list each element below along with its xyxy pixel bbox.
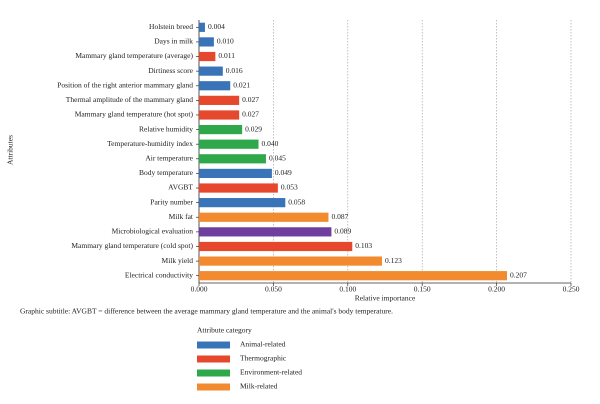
bar [199,37,214,47]
value-label: 0.021 [233,80,250,89]
value-label: 0.027 [242,95,259,104]
x-tick-label: 0.100 [339,285,356,294]
bar [199,51,216,62]
bar [199,95,240,105]
bar [199,124,243,135]
value-label: 0.045 [269,154,286,163]
value-label: 0.011 [218,51,235,60]
bar [199,22,205,32]
y-tick-label: AVGBT [168,183,193,192]
bar [199,227,332,237]
y-tick-label: Mammary gland temperature (cold spot) [71,241,193,250]
y-tick-label: Mammary gland temperature (hot spot) [75,110,194,119]
bar [199,154,266,164]
y-tick-label: Microbiological evaluation [112,227,194,236]
x-axis-label: Relative importance [355,294,416,303]
y-tick-label: Relative humidity [139,124,193,133]
y-tick-label: Air temperature [145,154,193,163]
value-label: 0.010 [217,37,234,46]
bar [199,212,329,222]
bar [199,241,353,252]
x-tick-label: 0.250 [563,285,580,294]
legend-label: Milk-related [240,382,278,391]
y-tick-label: Parity number [150,197,193,206]
y-tick-label: Thermal amplitude of the mammary gland [66,95,194,104]
bar [199,183,278,193]
y-tick-label: Days in milk [154,37,193,46]
y-tick-label: Milk fat [169,212,194,221]
bar [199,168,272,179]
y-tick-label: Holstein breed [149,22,193,31]
x-tick-label: 0.000 [191,285,208,294]
value-label: 0.049 [275,168,292,177]
value-label: 0.027 [242,110,259,119]
value-label: 0.089 [334,227,351,236]
value-label: 0.016 [226,66,243,75]
x-tick-label: 0.050 [265,285,282,294]
x-tick-label: 0.200 [488,285,505,294]
legend-label: Thermographic [240,354,287,363]
y-tick-label: Body temperature [139,168,194,177]
y-tick-label: Position of the right anterior mammary g… [57,80,193,89]
legend-label: Environment-related [240,368,302,377]
x-tick-label: 0.150 [414,285,431,294]
y-tick-label: Temperature-humidity index [107,139,193,148]
legend-swatch [197,369,230,377]
legend-swatch [197,341,230,349]
subtitle: Graphic subtitle: AVGBT = difference bet… [20,307,393,316]
legend-label: Animal-related [240,340,286,349]
bar [199,256,383,266]
bar [199,110,240,120]
value-label: 0.207 [510,270,527,279]
value-label: 0.103 [355,241,372,250]
value-label: 0.040 [262,139,279,148]
y-axis-label: Attributes [6,135,15,165]
bar [199,81,231,91]
y-tick-label: Electrical conductivity [125,270,193,279]
value-label: 0.029 [245,124,262,133]
y-tick-label: Mammary gland temperature (average) [75,51,193,60]
value-label: 0.058 [288,197,305,206]
bar [199,198,286,208]
bar [199,66,223,76]
legend-swatch [197,355,230,363]
bar [199,139,259,149]
y-tick-label: Dirtiness score [148,66,193,75]
y-tick-label: Milk yield [162,256,194,265]
value-label: 0.004 [208,22,225,31]
value-label: 0.053 [281,183,298,192]
value-label: 0.087 [331,212,348,221]
bar [199,271,508,281]
legend-swatch [197,383,230,391]
value-label: 0.123 [385,256,402,265]
legend-title: Attribute category [197,326,252,335]
